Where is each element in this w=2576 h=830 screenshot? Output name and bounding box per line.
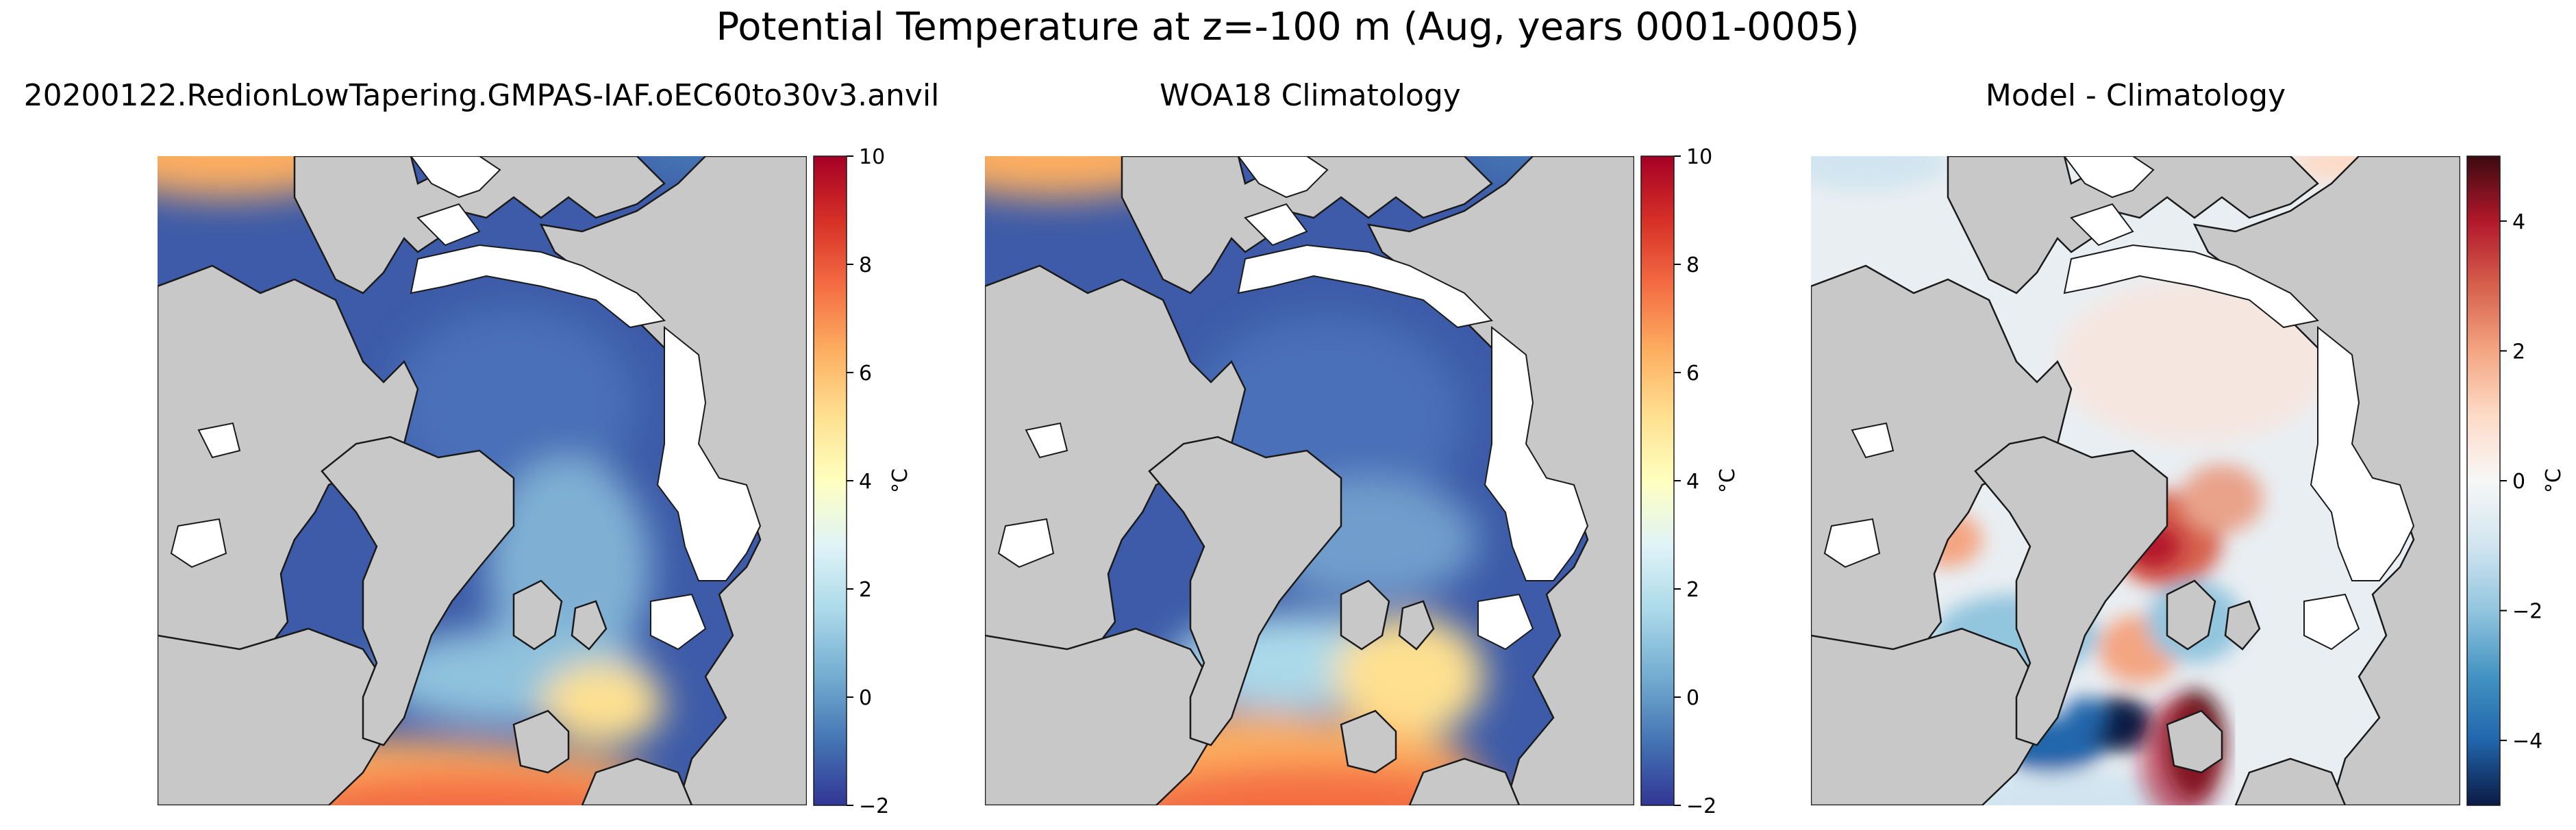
colorbar-tick-label: 8: [859, 253, 872, 277]
colorbar-tick-label: 0: [1686, 686, 1699, 710]
panel-title-climatology: WOA18 Climatology: [1160, 78, 1461, 113]
colorbar-label: °C: [888, 468, 912, 493]
panel-title-model: 20200122.RedionLowTapering.GMPAS-IAF.oEC…: [24, 78, 940, 113]
colorbar-tick-label: 10: [859, 145, 885, 169]
colorbar-gradient: [813, 155, 847, 806]
colorbar-tick-label: 6: [859, 362, 872, 386]
colorbar-model: −2 0 2 4 6 8 10 °C: [813, 145, 912, 818]
colorbar-tick-label: 4: [1686, 470, 1699, 494]
colorbar-gradient: [2466, 155, 2501, 806]
colorbar-tick-label: −4: [2512, 729, 2542, 753]
colorbar-tick-label: 4: [859, 470, 872, 494]
colorbar-tick-label: 10: [1686, 145, 1712, 169]
colorbar-label: °C: [2542, 468, 2566, 493]
panel-climatology: WOA18 Climatology: [985, 78, 1740, 818]
colorbar-tick-label: 0: [859, 686, 872, 710]
colorbar-ticks: −4 −2 0 2 4: [2500, 210, 2542, 753]
colorbar-gradient: [1640, 155, 1675, 806]
colorbar-climatology: −2 0 2 4 6 8 10 °C: [1640, 145, 1740, 818]
colorbar-tick-label: 2: [859, 578, 872, 602]
panel-difference: Model - Climatology: [1811, 78, 2566, 806]
colorbar-ticks: −2 0 2 4 6 8 10: [847, 145, 889, 818]
colorbar-tick-label: −2: [1686, 794, 1716, 818]
colorbar-tick-label: 8: [1686, 253, 1699, 277]
colorbar-tick-label: 6: [1686, 362, 1699, 386]
figure-title: Potential Temperature at z=-100 m (Aug, …: [716, 5, 1859, 49]
colorbar-ticks: −2 0 2 4 6 8 10: [1674, 145, 1716, 818]
colorbar-tick-label: 2: [1686, 578, 1699, 602]
colorbar-tick-label: 2: [2512, 340, 2525, 364]
map-difference: [1811, 156, 2460, 805]
map-model: [158, 156, 807, 805]
colorbar-label: °C: [1716, 468, 1740, 493]
panel-title-difference: Model - Climatology: [1986, 78, 2286, 113]
panel-model: 20200122.RedionLowTapering.GMPAS-IAF.oEC…: [24, 78, 940, 818]
colorbar-tick-label: −2: [2512, 600, 2542, 624]
colorbar-tick-label: −2: [859, 794, 889, 818]
colorbar-difference: −4 −2 0 2 4 °C: [2466, 155, 2566, 806]
colorbar-tick-label: 4: [2512, 210, 2525, 234]
map-climatology: [985, 156, 1634, 805]
colorbar-tick-label: 0: [2512, 470, 2525, 494]
